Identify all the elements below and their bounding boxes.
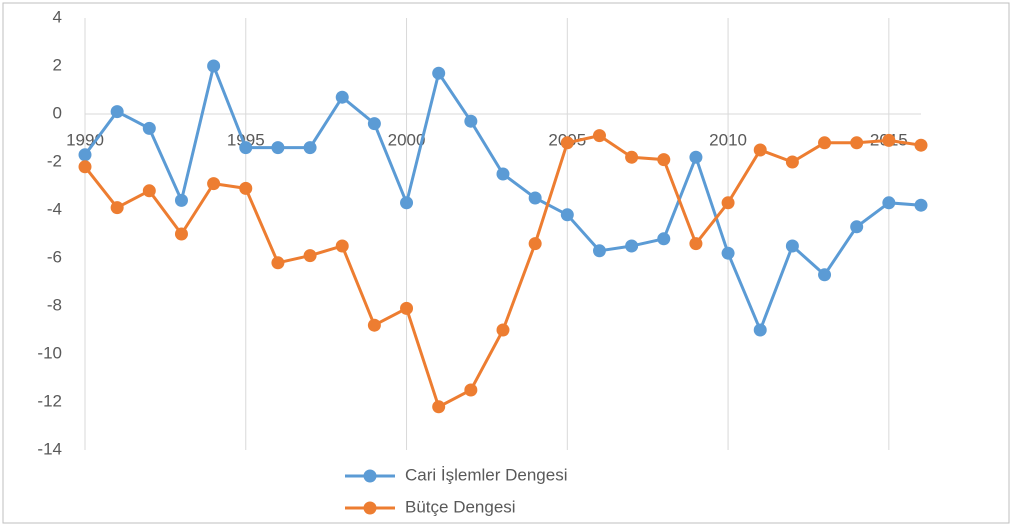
- data-point: [271, 141, 285, 155]
- data-point: [78, 148, 92, 162]
- y-tick-label: 2: [53, 55, 62, 74]
- legend-marker: [363, 469, 377, 483]
- data-point: [689, 150, 703, 164]
- data-point: [400, 196, 414, 210]
- data-point: [850, 220, 864, 234]
- data-point: [818, 136, 832, 150]
- data-point: [303, 249, 317, 263]
- data-point: [174, 227, 188, 241]
- data-point: [625, 150, 639, 164]
- x-tick-label: 2010: [709, 130, 747, 149]
- data-point: [528, 237, 542, 251]
- data-point: [882, 133, 896, 147]
- data-point: [110, 105, 124, 119]
- data-point: [721, 246, 735, 260]
- legend-label: Bütçe Dengesi: [405, 497, 516, 516]
- data-point: [432, 66, 446, 80]
- x-tick-label: 1995: [227, 130, 265, 149]
- data-point: [110, 201, 124, 215]
- data-point: [592, 129, 606, 143]
- y-tick-label: -14: [37, 439, 62, 458]
- data-point: [882, 196, 896, 210]
- data-point: [464, 383, 478, 397]
- data-point: [239, 181, 253, 195]
- data-point: [914, 198, 928, 212]
- data-point: [496, 323, 510, 337]
- data-point: [142, 184, 156, 198]
- y-tick-label: -6: [47, 247, 62, 266]
- y-tick-label: -2: [47, 151, 62, 170]
- y-tick-label: 4: [53, 7, 62, 26]
- data-point: [496, 167, 510, 181]
- x-tick-label: 1990: [66, 130, 104, 149]
- data-point: [657, 232, 671, 246]
- data-point: [592, 244, 606, 258]
- data-point: [625, 239, 639, 253]
- data-point: [785, 239, 799, 253]
- data-point: [367, 117, 381, 131]
- y-tick-label: -4: [47, 199, 62, 218]
- data-point: [142, 121, 156, 135]
- legend-marker: [363, 501, 377, 515]
- data-point: [753, 323, 767, 337]
- data-point: [528, 191, 542, 205]
- data-point: [78, 160, 92, 174]
- data-point: [657, 153, 671, 167]
- y-tick-label: -8: [47, 295, 62, 314]
- data-point: [303, 141, 317, 155]
- y-tick-label: -12: [37, 391, 62, 410]
- data-point: [432, 400, 446, 414]
- x-tick-label: 2000: [388, 130, 426, 149]
- data-point: [850, 136, 864, 150]
- y-tick-label: -10: [37, 343, 62, 362]
- data-point: [721, 196, 735, 210]
- data-point: [239, 141, 253, 155]
- data-point: [367, 318, 381, 332]
- data-point: [400, 301, 414, 315]
- data-point: [689, 237, 703, 251]
- data-point: [560, 136, 574, 150]
- data-point: [914, 138, 928, 152]
- y-tick-label: 0: [53, 103, 62, 122]
- data-point: [207, 59, 221, 73]
- data-point: [335, 90, 349, 104]
- data-point: [818, 268, 832, 282]
- data-point: [753, 143, 767, 157]
- data-point: [174, 193, 188, 207]
- data-point: [464, 114, 478, 128]
- data-point: [271, 256, 285, 270]
- data-point: [207, 177, 221, 191]
- data-point: [785, 155, 799, 169]
- legend-label: Cari İşlemler Dengesi: [405, 465, 568, 484]
- data-point: [560, 208, 574, 222]
- data-point: [335, 239, 349, 253]
